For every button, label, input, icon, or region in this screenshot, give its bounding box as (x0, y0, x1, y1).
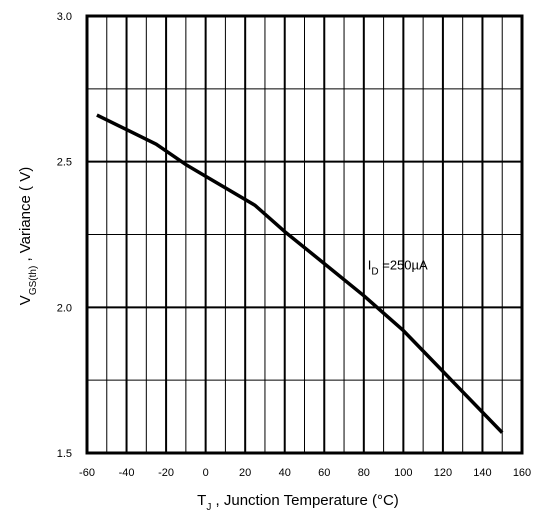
x-tick-label: 40 (279, 467, 291, 479)
y-axis-title-sub: GS(th) (28, 266, 39, 295)
x-tick-label: -40 (119, 467, 135, 479)
x-axis-title-rest: , Junction Temperature (°C) (211, 492, 398, 509)
x-tick-labels: -60 -40 -20 0 20 40 60 80 100 120 140 160 (79, 467, 531, 479)
x-tick-label: -20 (158, 467, 174, 479)
y-tick-label: 1.5 (57, 448, 72, 460)
annotation-sub: D (371, 266, 378, 277)
x-axis-title: TJ , Junction Temperature (°C) (197, 492, 399, 513)
x-axis-title-sub: J (206, 502, 211, 513)
x-axis-title-main: T (197, 492, 206, 509)
y-tick-label: 3.0 (57, 11, 72, 23)
vgs-threshold-curve (96, 113, 504, 434)
series-layer (96, 113, 504, 434)
x-tick-label: -60 (79, 467, 95, 479)
x-tick-label: 100 (394, 467, 412, 479)
x-tick-label: 0 (203, 467, 209, 479)
x-tick-label: 20 (239, 467, 251, 479)
annotation-main: I (368, 257, 372, 272)
x-tick-label: 60 (318, 467, 330, 479)
y-tick-labels: 1.5 2.0 2.5 3.0 (57, 11, 72, 460)
y-axis-title-rest: , Variance ( V) (17, 167, 34, 266)
y-axis-title: VGS(th) , Variance ( V) (17, 167, 39, 305)
plot-frame (85, 14, 524, 455)
annotation-id: ID =250µA (368, 257, 428, 277)
x-tick-label: 80 (358, 467, 370, 479)
x-tick-label: 120 (434, 467, 452, 479)
x-tick-label: 140 (473, 467, 491, 479)
x-tick-label: 160 (513, 467, 531, 479)
y-tick-label: 2.0 (57, 302, 72, 314)
annotation-rest: =250µA (379, 257, 428, 272)
y-axis-title-main: V (17, 295, 34, 305)
y-tick-label: 2.5 (57, 157, 72, 169)
